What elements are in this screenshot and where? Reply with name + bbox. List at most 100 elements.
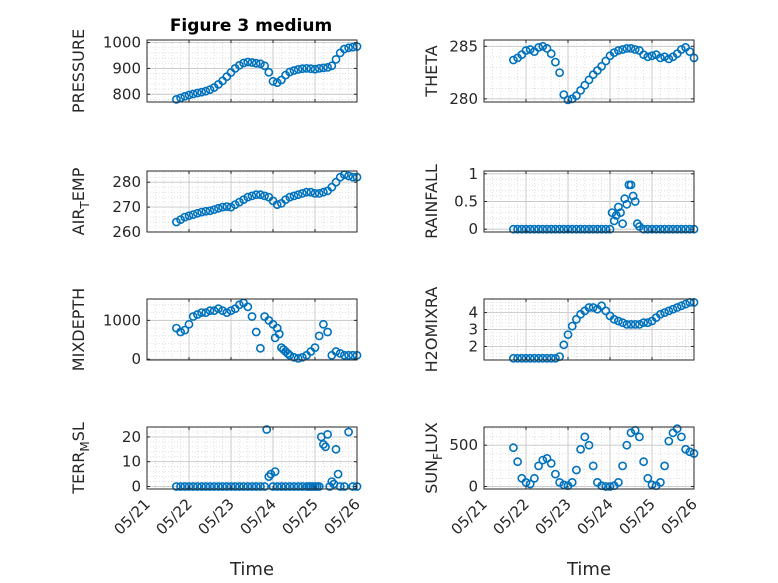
data-point <box>297 64 307 74</box>
axes-box <box>146 170 358 233</box>
data-point <box>609 216 619 226</box>
data-point <box>672 303 682 312</box>
y-tick-label: 1000 <box>103 34 141 52</box>
data-point <box>546 353 556 363</box>
y-axis-label: RAINFALL <box>422 164 441 239</box>
y-tick-label: 0 <box>468 478 478 496</box>
data-point <box>339 350 349 360</box>
data-point <box>230 482 240 491</box>
data-point <box>323 429 332 439</box>
data-point <box>218 482 227 491</box>
data-point <box>639 318 648 328</box>
data-point <box>677 45 686 54</box>
data-point <box>260 191 269 201</box>
data-point <box>628 191 638 201</box>
y-tick-label: 20 <box>122 428 141 446</box>
data-point <box>509 443 518 453</box>
y-tick-label: 285 <box>449 37 478 55</box>
data-point <box>525 479 535 489</box>
data-point <box>344 43 353 53</box>
data-point <box>318 187 328 197</box>
data-point <box>213 203 223 213</box>
data-point <box>302 187 311 197</box>
data-point <box>289 482 299 491</box>
x-tick-label: 05/26 <box>321 495 364 538</box>
data-point <box>630 45 640 54</box>
data-point <box>197 308 206 317</box>
x-tick-label: 05/21 <box>448 495 491 538</box>
data-point <box>335 348 345 358</box>
y-tick-label: 0.5 <box>454 193 478 211</box>
data-point <box>348 42 358 52</box>
data-point <box>321 442 330 452</box>
data-point <box>572 314 581 324</box>
data-point <box>272 482 282 491</box>
data-point <box>605 482 615 491</box>
data-point <box>180 482 190 491</box>
data-point <box>614 477 623 487</box>
axes-box <box>146 426 358 490</box>
data-point <box>584 440 594 450</box>
data-point <box>331 55 341 64</box>
data-point <box>251 190 261 200</box>
data-point <box>509 55 518 65</box>
panel-theta: 280 285 THETA <box>422 37 699 108</box>
data-point <box>567 477 577 487</box>
data-point <box>243 482 253 491</box>
data-point <box>184 211 194 221</box>
data-point <box>584 224 594 234</box>
data-point <box>201 482 211 491</box>
data-point <box>176 482 185 491</box>
y-tick-label: 1 <box>468 165 478 183</box>
data-point <box>318 319 328 329</box>
x-axis-label-right: Time <box>566 559 611 580</box>
y-axis-label: H2OMIXRA <box>422 287 441 373</box>
data-point <box>283 348 293 358</box>
data-point <box>616 208 625 217</box>
data-point <box>323 63 332 72</box>
data-point <box>513 457 522 467</box>
data-point <box>335 482 345 491</box>
data-point <box>184 482 194 491</box>
x-axis-label-left: Time <box>229 559 274 580</box>
data-point <box>314 188 324 198</box>
data-point <box>327 61 337 71</box>
data-point <box>327 477 337 486</box>
data-point <box>588 303 598 312</box>
data-point <box>205 85 215 94</box>
data-point <box>517 224 527 234</box>
data-point <box>310 64 320 74</box>
axes-box <box>483 426 695 490</box>
data-point <box>677 224 686 234</box>
x-tick-label: 05/25 <box>279 495 322 538</box>
data-point <box>226 482 236 491</box>
data-point <box>171 95 181 104</box>
data-point <box>664 54 674 64</box>
data-point <box>681 224 690 234</box>
data-point <box>584 75 594 85</box>
data-point <box>333 469 343 479</box>
data-point <box>192 208 202 218</box>
data-point <box>297 352 307 362</box>
data-point <box>618 45 627 54</box>
data-point <box>647 51 657 61</box>
y-axis-label: SUNFLUX <box>422 422 445 494</box>
y-tick-label: 10 <box>122 453 141 471</box>
data-point <box>614 316 623 326</box>
data-point <box>197 87 206 97</box>
x-tick-label: 05/23 <box>532 495 575 538</box>
data-point <box>209 482 219 491</box>
data-point <box>567 224 577 234</box>
panel-mixdepth: 0 1000 MIXDEPTH <box>69 288 362 371</box>
y-axis-label: AIRTEMP <box>69 167 92 235</box>
data-point <box>622 199 632 209</box>
data-point <box>293 353 303 363</box>
data-point <box>255 343 265 353</box>
data-point <box>677 432 686 442</box>
panel-pressure: 800 900 1000 PRESSURE <box>69 29 362 113</box>
data-point <box>260 482 269 491</box>
data-point <box>222 482 232 491</box>
panel-rainfall: 0 0.5 1 RAINFALL <box>422 164 699 239</box>
y-axis-label: THETA <box>422 45 441 97</box>
